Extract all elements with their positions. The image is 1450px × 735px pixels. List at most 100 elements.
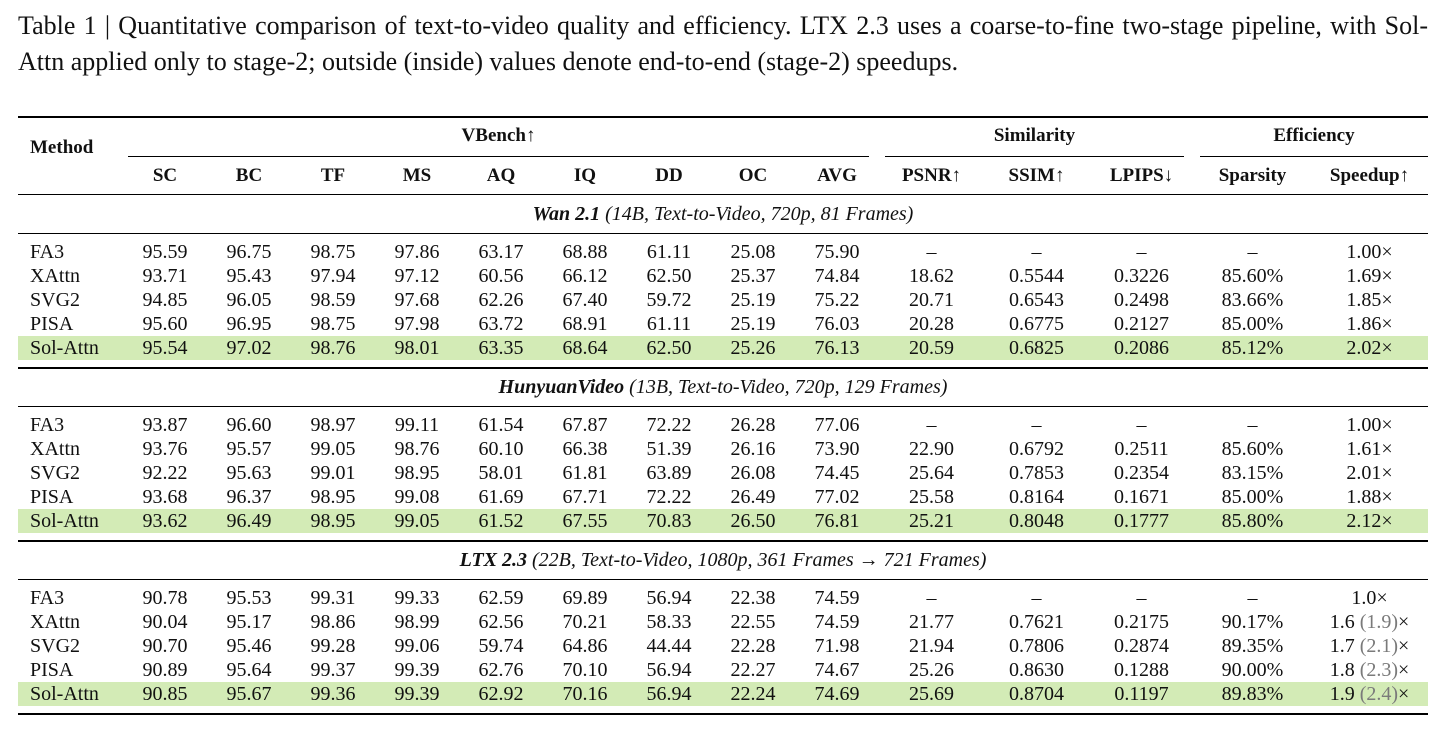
value-cell: 99.39 — [394, 683, 440, 705]
value-cell: 25.69 — [909, 683, 954, 705]
value-cell: 0.2354 — [1114, 462, 1169, 484]
value-cell: 22.38 — [730, 587, 776, 609]
value-cell: 97.86 — [394, 241, 440, 263]
value-cell: 61.81 — [562, 462, 608, 484]
value-cell: 89.35% — [1221, 635, 1284, 657]
value-cell: 85.80% — [1221, 510, 1284, 532]
value-cell: 21.94 — [909, 635, 954, 657]
value-cell: 98.97 — [310, 414, 356, 436]
value-cell: 85.60% — [1221, 265, 1284, 287]
model-name: HunyuanVideo — [498, 376, 625, 398]
value-cell: 70.83 — [646, 510, 692, 532]
value-cell: 62.76 — [478, 659, 524, 681]
rule — [18, 540, 1428, 542]
value-cell: 95.57 — [226, 438, 272, 460]
value-cell: 95.46 — [226, 635, 272, 657]
method-header: Method — [30, 137, 94, 158]
highlight-row — [18, 682, 1428, 706]
value-cell: 99.28 — [310, 635, 356, 657]
value-cell: 61.11 — [646, 313, 692, 335]
speedup-unit: × — [1398, 683, 1410, 705]
caption: Table 1 | Quantitative comparison of tex… — [18, 11, 1428, 76]
value-cell: 1.00× — [1346, 414, 1393, 436]
value-cell: 0.2511 — [1114, 438, 1169, 460]
value-cell: 74.59 — [814, 587, 860, 609]
value-cell: 73.90 — [814, 438, 860, 460]
group-rule — [885, 156, 1184, 157]
value-cell: 2.01× — [1346, 462, 1393, 484]
value-cell: 0.5544 — [1009, 265, 1064, 287]
value-cell: 63.72 — [478, 313, 524, 335]
value-cell: 25.26 — [909, 659, 954, 681]
value-cell: 85.00% — [1221, 486, 1284, 508]
value-cell: 51.39 — [646, 438, 692, 460]
value-cell: 98.75 — [310, 241, 356, 263]
rule — [18, 367, 1428, 369]
value-cell: 61.54 — [478, 414, 524, 436]
speedup-inside: (2.3) — [1359, 659, 1399, 681]
value-cell: 68.64 — [562, 337, 608, 359]
value-cell: 97.02 — [226, 337, 272, 359]
value-cell: 71.98 — [814, 635, 860, 657]
column-header: MS — [402, 165, 432, 186]
value-cell: 26.16 — [730, 438, 776, 460]
value-cell: 61.11 — [646, 241, 692, 263]
value-cell: 99.36 — [310, 683, 356, 705]
value-cell: 95.67 — [226, 683, 272, 705]
value-cell: 99.06 — [394, 635, 440, 657]
value-cell: 26.28 — [730, 414, 776, 436]
column-header: PSNR↑ — [901, 165, 962, 186]
speedup-unit: × — [1398, 659, 1410, 681]
value-cell: 98.86 — [310, 611, 356, 633]
value-cell: 0.8630 — [1009, 659, 1064, 681]
value-cell: 99.33 — [394, 587, 440, 609]
value-cell: 97.12 — [394, 265, 440, 287]
method-name: Sol-Attn — [30, 683, 99, 705]
value-cell: 67.87 — [562, 414, 608, 436]
rule — [18, 579, 1428, 580]
value-cell: 26.08 — [730, 462, 776, 484]
value-cell: 25.37 — [730, 265, 776, 287]
value-cell: 99.05 — [310, 438, 356, 460]
value-cell: 25.64 — [909, 462, 954, 484]
value-cell: 97.98 — [394, 313, 440, 335]
value-cell: 58.33 — [646, 611, 692, 633]
value-cell: 83.66% — [1221, 289, 1284, 311]
section-title: HunyuanVideo (13B, Text-to-Video, 720p, … — [18, 375, 1428, 399]
value-cell: 62.92 — [478, 683, 524, 705]
value-cell: 26.50 — [730, 510, 776, 532]
method-name: XAttn — [30, 611, 80, 633]
speedup-unit: × — [1398, 635, 1410, 657]
value-cell: – — [1136, 414, 1147, 436]
value-cell: 95.17 — [226, 611, 272, 633]
speedup-cell: 1.6 (1.9)× — [1311, 610, 1428, 634]
value-cell: 25.19 — [730, 313, 776, 335]
model-details: (22B, Text-to-Video, 1080p, 361 Frames →… — [532, 549, 987, 571]
value-cell: 96.37 — [226, 486, 272, 508]
method-name: PISA — [30, 313, 74, 335]
value-cell: 62.59 — [478, 587, 524, 609]
value-cell: 22.24 — [730, 683, 776, 705]
column-header: OC — [738, 165, 768, 186]
value-cell: 56.94 — [646, 587, 692, 609]
value-cell: – — [1247, 414, 1258, 436]
speedup-outside: 1.7 — [1329, 635, 1355, 657]
value-cell: 1.61× — [1346, 438, 1393, 460]
value-cell: 20.28 — [909, 313, 954, 335]
value-cell: 77.06 — [814, 414, 860, 436]
value-cell: 74.69 — [814, 683, 860, 705]
value-cell: 25.19 — [730, 289, 776, 311]
method-name: FA3 — [30, 414, 65, 436]
value-cell: 2.12× — [1346, 510, 1393, 532]
value-cell: 97.68 — [394, 289, 440, 311]
speedup-inside: (1.9) — [1359, 611, 1399, 633]
method-name: XAttn — [30, 265, 80, 287]
value-cell: 96.75 — [226, 241, 272, 263]
value-cell: 90.85 — [142, 683, 188, 705]
method-name: Sol-Attn — [30, 337, 99, 359]
method-name: SVG2 — [30, 635, 81, 657]
value-cell: 96.60 — [226, 414, 272, 436]
value-cell: 1.88× — [1346, 486, 1393, 508]
value-cell: 70.16 — [562, 683, 608, 705]
